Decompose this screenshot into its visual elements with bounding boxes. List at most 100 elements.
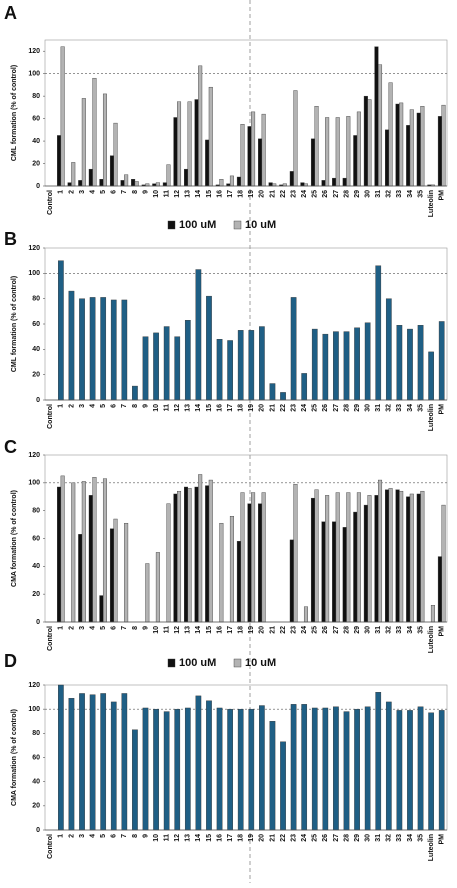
bar [58, 260, 64, 401]
y-tick-label: 20 [32, 803, 40, 810]
y-tick-label: 20 [32, 160, 40, 167]
x-tick-label: 33 [396, 834, 403, 842]
x-tick-label: Luteolin [428, 404, 435, 431]
x-tick-label: 22 [280, 834, 287, 842]
bar [363, 95, 368, 187]
bar [174, 708, 181, 831]
x-tick-label: 19 [248, 190, 255, 198]
x-tick-label: 33 [396, 626, 403, 634]
x-tick-label: 19 [248, 404, 255, 412]
bar [68, 290, 75, 401]
x-tick-label: 35 [417, 404, 424, 412]
x-tick-label: 27 [333, 404, 340, 412]
x-tick-label: Control [47, 626, 54, 651]
bar [198, 474, 203, 623]
x-tick-label: 8 [132, 834, 139, 838]
bar [430, 605, 435, 623]
x-tick-label: 22 [280, 404, 287, 412]
x-tick-label: 22 [280, 190, 287, 198]
bar [261, 113, 266, 187]
y-tick-label: 120 [28, 682, 40, 689]
x-tick-label: 2 [68, 626, 75, 630]
bar [187, 488, 192, 623]
bar [437, 116, 442, 187]
bar [428, 351, 434, 401]
bar [416, 112, 421, 187]
bar [205, 139, 210, 187]
x-tick-label: 16 [216, 626, 223, 634]
x-tick-label: 25 [312, 626, 319, 634]
x-tick-label: 24 [301, 190, 308, 198]
x-tick-label: 20 [259, 626, 266, 634]
bar [333, 706, 339, 831]
bar [92, 477, 97, 623]
bar [184, 486, 189, 623]
x-tick-label: 1 [58, 404, 65, 408]
x-tick-label: 17 [227, 404, 234, 412]
bar [428, 712, 434, 831]
bar [280, 392, 286, 401]
x-tick-label: 28 [343, 190, 350, 198]
x-tick-label: 13 [185, 834, 192, 842]
bar [174, 336, 181, 401]
x-tick-label: 6 [111, 626, 118, 630]
bar [343, 331, 350, 401]
x-tick-label: 3 [79, 626, 86, 630]
legend-label: 10 uM [245, 219, 276, 231]
bar [417, 706, 424, 831]
panel-letter: B [4, 229, 17, 249]
bar [247, 503, 252, 623]
bar [325, 495, 330, 623]
x-tick-label: 17 [227, 626, 234, 634]
bar [354, 708, 360, 831]
x-tick-label: 15 [206, 626, 213, 634]
bar [407, 710, 413, 831]
x-tick-label: 1 [58, 626, 65, 630]
x-tick-label: 8 [132, 626, 139, 630]
bar [321, 521, 326, 623]
bar [437, 556, 442, 623]
x-tick-label: 18 [238, 404, 245, 412]
y-tick-label: 120 [28, 245, 40, 252]
bar [438, 710, 445, 831]
x-tick-label: 3 [79, 834, 86, 838]
bar [378, 64, 383, 187]
bar [102, 93, 107, 187]
bar [198, 65, 203, 187]
bar [417, 325, 424, 401]
bar [388, 488, 393, 623]
y-tick-label: 0 [36, 619, 40, 626]
bar [58, 684, 64, 831]
bar [163, 326, 170, 401]
bar [311, 707, 318, 831]
x-tick-label: 20 [259, 190, 266, 198]
bar [416, 493, 421, 623]
x-tick-label: 5 [100, 626, 107, 630]
x-tick-label: 23 [290, 626, 297, 634]
x-tick-label: 11 [164, 834, 171, 842]
x-tick-label: 16 [216, 834, 223, 842]
legend-label: 100 uM [179, 657, 216, 669]
bar [155, 182, 160, 187]
x-tick-label: 26 [322, 190, 329, 198]
bar [332, 521, 337, 623]
bar [303, 606, 308, 623]
x-tick-label: 28 [343, 834, 350, 842]
x-tick-label: 10 [153, 626, 160, 634]
x-tick-label: 5 [100, 404, 107, 408]
x-tick-label: 12 [174, 626, 181, 634]
bar [79, 693, 85, 831]
panel-letter: C [4, 437, 17, 457]
bar [311, 328, 318, 401]
x-tick-label: 5 [100, 190, 107, 194]
x-tick-label: 5 [100, 834, 107, 838]
bar [184, 168, 189, 187]
x-tick-label: 26 [322, 834, 329, 842]
bar [385, 298, 392, 401]
bar [229, 175, 234, 187]
bar [166, 164, 171, 187]
bar [100, 297, 107, 401]
x-tick-label: 1 [58, 190, 65, 194]
bar [251, 111, 256, 187]
